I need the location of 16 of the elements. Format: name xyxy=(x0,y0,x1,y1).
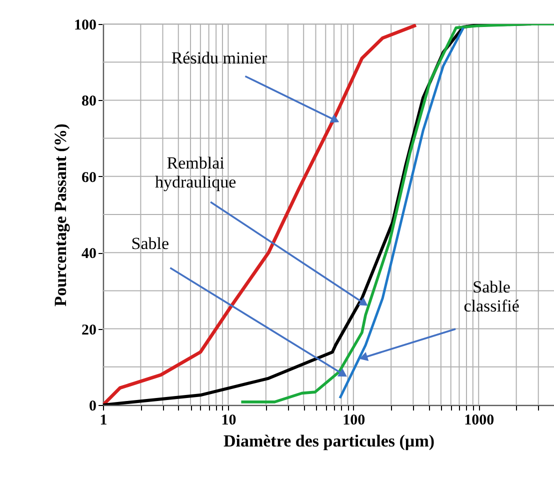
x-tick-label: 1 xyxy=(100,412,108,428)
y-tick-label: 80 xyxy=(82,94,96,110)
annotation: Remblai hydraulique xyxy=(154,153,236,192)
x-tick-label: 100 xyxy=(342,412,366,428)
y-tick-label: 0 xyxy=(89,398,96,414)
y-tick-label: 20 xyxy=(82,322,96,338)
y-axis-title: Pourcentage Passant (%) xyxy=(51,124,70,306)
y-tick-label: 100 xyxy=(74,18,96,34)
annotation: Sable xyxy=(131,234,170,253)
annotation: Résidu minier xyxy=(171,48,268,68)
y-tick-label: 60 xyxy=(82,170,96,186)
x-tick-label: 1000 xyxy=(464,412,494,428)
x-axis-title: Diamètre des particules (µm) xyxy=(223,432,435,450)
y-tick-label: 40 xyxy=(82,246,96,262)
annotation: Sable classifié xyxy=(464,277,520,316)
x-tick-label: 10 xyxy=(221,412,236,428)
